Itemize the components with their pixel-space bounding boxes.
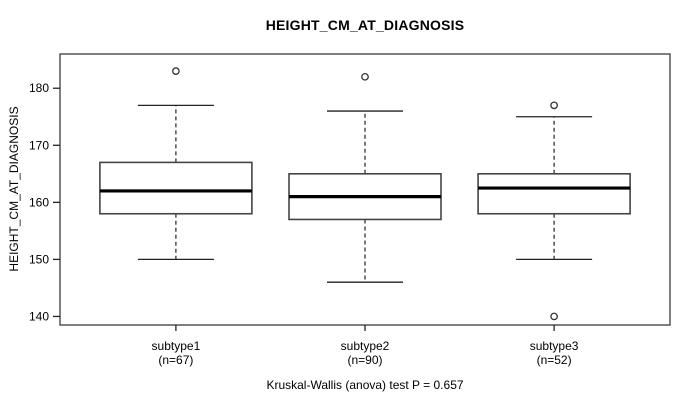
iqr-box	[477, 173, 631, 215]
x-category-label: subtype1	[152, 339, 201, 353]
stat-test-caption: Kruskal-Wallis (anova) test P = 0.657	[266, 378, 464, 392]
y-tick-label: 140	[29, 309, 49, 323]
x-category-label: subtype3	[530, 339, 579, 353]
boxplot-subtype2	[288, 72, 442, 283]
y-tick-label: 150	[29, 252, 49, 266]
x-category-label: subtype2	[341, 339, 390, 353]
chart-title: HEIGHT_CM_AT_DIAGNOSIS	[265, 17, 465, 33]
y-tick-label: 170	[29, 138, 49, 152]
y-tick-label: 160	[29, 195, 49, 209]
boxplot-subtype1	[99, 67, 253, 261]
outlier-point	[361, 72, 369, 81]
x-category-sublabel: (n=90)	[347, 353, 382, 367]
iqr-box	[99, 161, 253, 215]
outlier-point	[550, 312, 558, 321]
outlier-point	[172, 67, 180, 75]
x-category-sublabel: (n=52)	[537, 353, 572, 367]
boxplot-subtype3	[477, 101, 631, 321]
x-category-sublabel: (n=67)	[158, 353, 193, 367]
y-tick-label: 180	[29, 81, 49, 95]
outlier-point	[550, 101, 558, 110]
